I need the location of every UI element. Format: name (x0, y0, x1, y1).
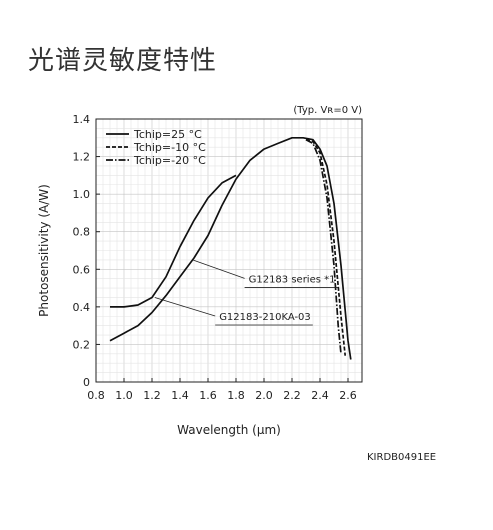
page-title: 光谱灵敏度特性 (28, 46, 218, 76)
tick-labels: 0.8 1.0 1.2 1.4 1.6 1.8 2.0 2.2 2.4 2.6 0 0.2 0.4 0.6… (73, 113, 357, 402)
x-tick-label: 2.0 (255, 389, 273, 402)
legend-label: Tchip=-20 °C (133, 154, 206, 167)
annotation-leader (192, 259, 245, 279)
y-axis-label: Photosensitivity (A/W) (37, 184, 51, 317)
x-tick-label: 2.4 (311, 389, 329, 402)
x-tick-label: 1.8 (227, 389, 245, 402)
series-line (305, 138, 342, 354)
y-tick-label: 1.2 (73, 151, 91, 164)
annotations: G12183 series *1 G12183-210KA-03 (154, 259, 338, 326)
x-tick-label: 1.0 (115, 389, 133, 402)
legend-label: Tchip=-10 °C (133, 141, 206, 154)
plot-frame (95, 118, 363, 383)
x-tick-label: 2.2 (283, 389, 301, 402)
y-tick-label: 0 (83, 376, 90, 389)
series-line (110, 174, 237, 308)
x-tick-label: 2.6 (339, 389, 357, 402)
y-tick-label: 0.2 (73, 338, 91, 351)
annotation-leader (154, 297, 216, 317)
series-line (109, 136, 352, 360)
series-layer (109, 136, 352, 360)
y-tick-label: 1.4 (73, 113, 91, 126)
x-tick-label: 1.6 (199, 389, 217, 402)
legend-label: Tchip=25 °C (133, 128, 202, 141)
y-tick-label: 0.4 (73, 301, 91, 314)
x-tick-label: 0.8 (87, 389, 105, 402)
annotation-label: G12183 series *1 (249, 274, 336, 285)
x-axis-label: Wavelength (μm) (177, 423, 281, 437)
y-tick-label: 0.8 (73, 226, 91, 239)
condition-note: (Typ. Vʀ=0 V) (293, 105, 362, 116)
y-tick-label: 0.6 (73, 263, 91, 276)
document-code: KIRDB0491EE (367, 452, 437, 463)
grid (95, 118, 363, 383)
y-tick-label: 1.0 (73, 188, 91, 201)
series-line (305, 138, 347, 356)
x-tick-label: 1.4 (171, 389, 189, 402)
x-tick-label: 1.2 (143, 389, 161, 402)
annotation-label: G12183-210KA-03 (219, 312, 311, 323)
